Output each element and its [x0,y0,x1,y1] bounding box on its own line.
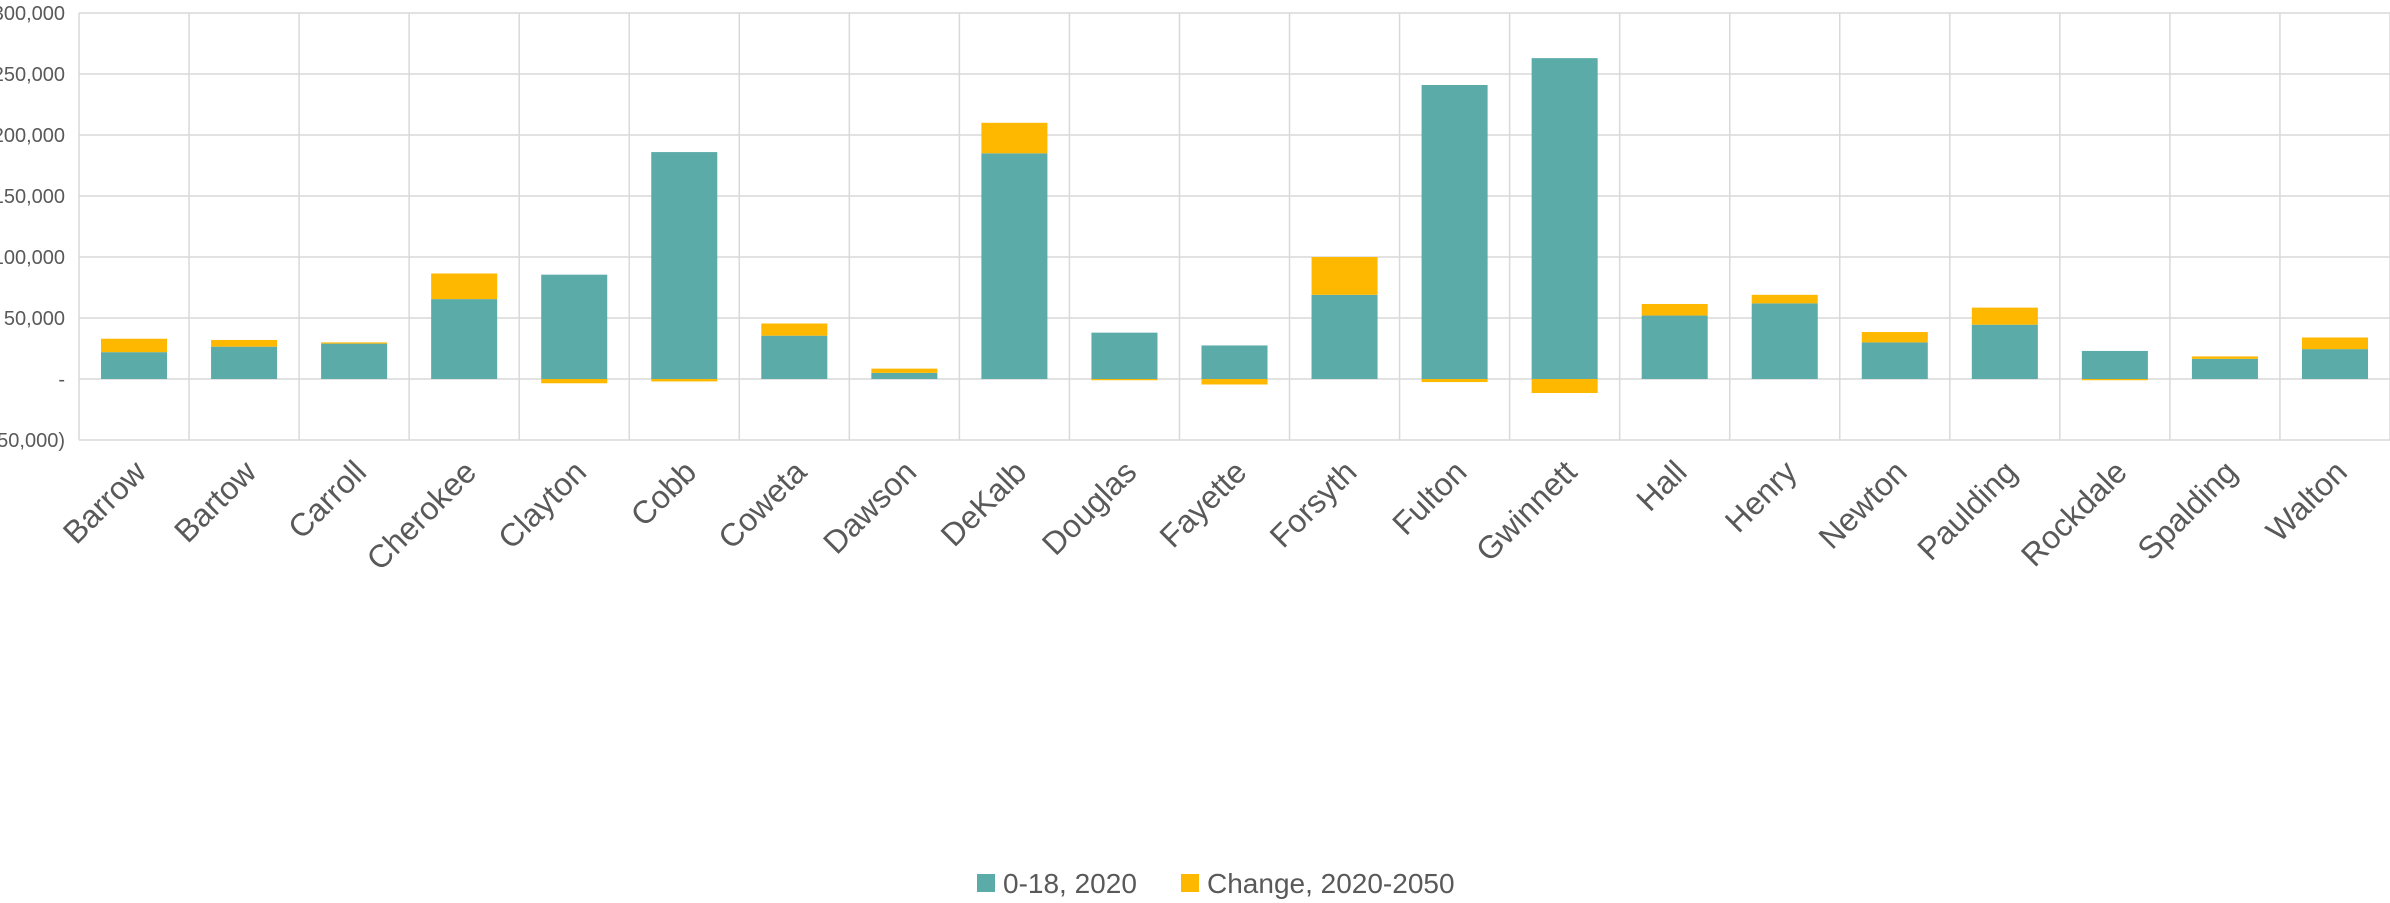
bar-0-18-2020 [1311,294,1378,379]
legend: 0-18, 2020 Change, 2020-2050 [977,868,1455,899]
x-tick-label: Newton [1812,453,1914,555]
y-tick-label: 200,000 [0,125,65,147]
y-tick-label: 100,000 [0,247,65,269]
bar-0-18-2020 [1091,332,1158,379]
bar-0-18-2020 [431,299,498,379]
bar-0-18-2020 [1641,315,1708,379]
bar-0-18-2020 [321,343,388,379]
y-tick-label: 150,000 [0,186,65,208]
x-tick-label: Fulton [1385,453,1473,541]
bar-0-18-2020 [1861,342,1928,379]
bar-change-2020-2050 [1091,379,1158,381]
x-tick-label: Gwinnett [1469,453,1584,568]
x-tick-label: Paulding [1910,453,2024,567]
bar-change-2020-2050 [871,368,938,373]
x-tick-label: Cobb [624,453,704,533]
bar-0-18-2020 [761,335,828,379]
bar-0-18-2020 [1531,58,1598,379]
bar-0-18-2020 [1421,84,1488,379]
bar-change-2020-2050 [1311,257,1378,295]
bar-change-2020-2050 [541,379,608,384]
bar-0-18-2020 [651,152,718,379]
x-tick-label: Barrow [56,453,154,551]
bar-change-2020-2050 [1751,294,1818,304]
bar-change-2020-2050 [2301,337,2368,350]
bar-change-2020-2050 [2081,379,2148,381]
bar-0-18-2020 [101,352,168,379]
x-tick-label: Walton [2259,453,2354,548]
x-tick-label: Fayette [1153,453,1254,554]
bar-change-2020-2050 [761,323,828,336]
y-tick-label: 300,000 [0,3,65,25]
y-tick-label: (50,000) [0,430,65,452]
x-tick-label: Carroll [281,453,373,545]
y-tick-label: 250,000 [0,64,65,86]
bar-change-2020-2050 [1421,379,1488,383]
bar-0-18-2020 [1751,303,1818,379]
bar-0-18-2020 [211,346,278,379]
legend-label: Change, 2020-2050 [1207,868,1455,899]
bar-change-2020-2050 [1861,332,1928,343]
x-tick-label: Hall [1629,453,1693,517]
x-tick-label: Henry [1718,453,1804,539]
x-tick-label: Spalding [2130,453,2244,567]
bar-0-18-2020 [981,153,1048,379]
bar-change-2020-2050 [651,379,718,382]
bar-0-18-2020 [871,372,938,379]
bar-change-2020-2050 [321,342,388,344]
bar-change-2020-2050 [1531,379,1598,394]
bar-change-2020-2050 [1641,303,1708,316]
bars [101,58,2368,394]
x-tick-label: Rockdale [2014,453,2134,573]
bar-0-18-2020 [1971,324,2038,379]
bar-change-2020-2050 [1201,379,1268,385]
x-tick-label: Dawson [816,453,923,560]
y-tick-label: 50,000 [4,308,65,330]
bar-change-2020-2050 [101,338,168,353]
bar-0-18-2020 [2081,350,2148,379]
legend-label: 0-18, 2020 [1003,868,1137,899]
bar-change-2020-2050 [1971,307,2038,325]
bar-change-2020-2050 [2191,356,2258,359]
bar-0-18-2020 [541,274,608,379]
y-axis-ticks: 300,000 250,000 200,000 150,000 100,000 50,00… [0,3,65,452]
x-tick-label: Cherokee [360,453,484,577]
bar-change-2020-2050 [431,273,498,300]
bar-0-18-2020 [2301,349,2368,379]
x-tick-label: Bartow [167,453,264,550]
x-tick-label: Forsyth [1263,453,1364,554]
bar-change-2020-2050 [981,122,1048,154]
bar-0-18-2020 [2191,358,2258,379]
bar-change-2020-2050 [211,339,278,347]
legend-swatch [1181,874,1199,892]
x-tick-label: DeKalb [934,453,1034,553]
legend-swatch [977,874,995,892]
x-tick-label: Coweta [711,453,813,555]
x-tick-label: Clayton [491,453,593,555]
y-tick-label: - [58,369,65,391]
x-tick-label: Douglas [1035,453,1143,561]
bar-0-18-2020 [1201,345,1268,379]
